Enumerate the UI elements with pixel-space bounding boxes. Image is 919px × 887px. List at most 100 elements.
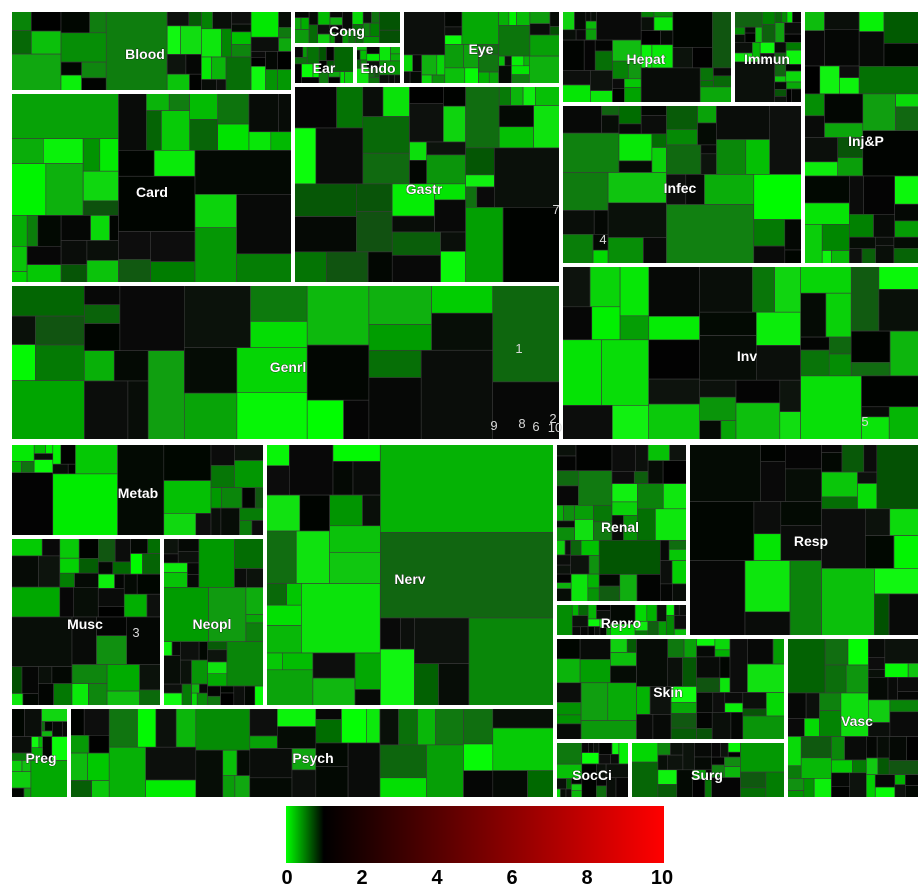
cell-renal-cell — [563, 504, 575, 522]
cell-renal-cell — [659, 560, 673, 585]
cell-skin-cell — [711, 712, 732, 741]
cell-musc-cell — [139, 689, 162, 707]
cell-cong-cell — [371, 10, 380, 24]
cell-blood-cell — [231, 23, 252, 33]
cell-gastr-cell — [409, 103, 444, 143]
cell-injp-cell — [803, 30, 825, 67]
cell-immun-cell — [784, 33, 803, 43]
cells-layer — [10, 10, 919, 799]
cell-eye-cell — [402, 71, 411, 85]
cell-preg-cell — [44, 721, 53, 732]
cell-inv-cell — [648, 339, 701, 380]
cell-hepat-cell — [623, 78, 642, 88]
cell-musc-cell — [22, 693, 39, 707]
cell-card-cell — [10, 246, 28, 272]
cell-psych-cell — [69, 752, 88, 781]
cell-blood-cell — [166, 25, 181, 55]
cell-injp-cell — [883, 10, 919, 44]
cell-eye-cell — [498, 25, 531, 57]
marker-5: 5 — [861, 414, 868, 429]
cell-musc-cell — [41, 537, 61, 557]
cell-repro-cell — [665, 603, 675, 616]
cell-vasc-cell — [803, 778, 815, 799]
cell-immun-cell — [774, 10, 783, 23]
cell-inv-cell — [850, 265, 880, 332]
cell-hepat-cell — [585, 20, 597, 30]
marker-6: 6 — [532, 419, 539, 434]
cell-blood-cell — [201, 56, 212, 80]
cell-blood-cell — [225, 56, 252, 92]
cell-gastr-cell — [434, 199, 466, 233]
cell-card-cell — [118, 176, 196, 232]
cell-injp-cell — [839, 77, 860, 95]
cell-genrl-cell — [35, 344, 85, 381]
cell-neopl-cell — [180, 641, 200, 661]
cell-socci-cell — [566, 778, 572, 790]
cell-eye-cell — [511, 65, 530, 76]
category-label-card: Card — [136, 184, 168, 200]
cell-skin-cell — [626, 637, 637, 653]
cell-psych-cell — [315, 707, 342, 720]
category-block-renal — [555, 443, 688, 603]
cell-musc-cell — [10, 693, 24, 707]
cell-gastr-cell — [465, 174, 495, 188]
cell-repro-cell — [580, 626, 589, 637]
cell-repro-cell — [587, 618, 601, 627]
cell-surg-cell — [682, 741, 695, 771]
cell-neopl-cell — [207, 685, 221, 697]
cell-neopl-cell — [162, 655, 181, 685]
cell-inv-cell — [779, 411, 801, 441]
cell-preg-cell — [10, 760, 23, 773]
cell-eye-cell — [444, 67, 466, 85]
cell-psych-cell — [88, 734, 110, 754]
cell-musc-cell — [38, 555, 61, 588]
cell-inv-cell — [561, 265, 591, 308]
cell-gastr-cell — [502, 207, 561, 284]
cell-eye-cell — [511, 74, 530, 85]
cell-blood-cell — [60, 74, 83, 92]
cell-neopl-cell — [199, 683, 208, 694]
cell-card-cell — [109, 215, 119, 241]
cell-cong-cell — [362, 36, 380, 45]
cell-renal-cell — [555, 554, 571, 566]
cell-cong-cell — [317, 24, 331, 35]
cell-genrl-cell — [10, 344, 36, 381]
cell-repro-cell — [673, 628, 688, 637]
cell-genrl-cell — [184, 392, 238, 441]
cell-musc-cell — [130, 553, 143, 575]
cell-nerv-cell — [265, 494, 301, 532]
cell-nerv-cell — [414, 617, 470, 664]
cell-gastr-cell — [465, 207, 504, 284]
cell-neopl-cell — [207, 695, 221, 707]
cell-vasc-cell — [876, 736, 890, 759]
cell-infec-cell — [618, 160, 653, 173]
cell-card-cell — [161, 110, 190, 151]
cell-psych-cell — [276, 726, 317, 749]
cell-renal-cell — [570, 573, 589, 603]
cell-psych-cell — [195, 749, 224, 799]
cell-infec-cell — [704, 174, 755, 205]
cell-hepat-cell — [713, 75, 733, 88]
cell-renal-cell — [575, 443, 613, 472]
cell-eye-cell — [444, 10, 463, 28]
cell-metab-cell — [254, 487, 265, 509]
cell-card-cell — [118, 259, 152, 284]
cell-skin-cell — [667, 637, 685, 658]
cell-renal-cell — [555, 443, 577, 457]
cell-nerv-cell — [312, 677, 356, 707]
cell-gastr-cell — [498, 105, 535, 128]
cell-metab-cell — [67, 463, 76, 475]
cell-blood-cell — [212, 10, 232, 30]
cell-resp-cell — [744, 560, 791, 613]
marker-10: 10 — [548, 420, 562, 435]
cell-resp-cell — [863, 443, 878, 473]
cell-metab-cell — [234, 460, 265, 489]
cell-card-cell — [37, 215, 62, 247]
cell-genrl-cell — [127, 380, 149, 441]
cell-blood-cell — [188, 10, 202, 27]
cell-immun-cell — [781, 10, 788, 23]
cell-genrl-cell — [236, 347, 308, 393]
cell-vasc-cell — [852, 759, 867, 774]
cell-psych-cell — [249, 735, 278, 749]
cell-card-cell — [86, 240, 119, 261]
